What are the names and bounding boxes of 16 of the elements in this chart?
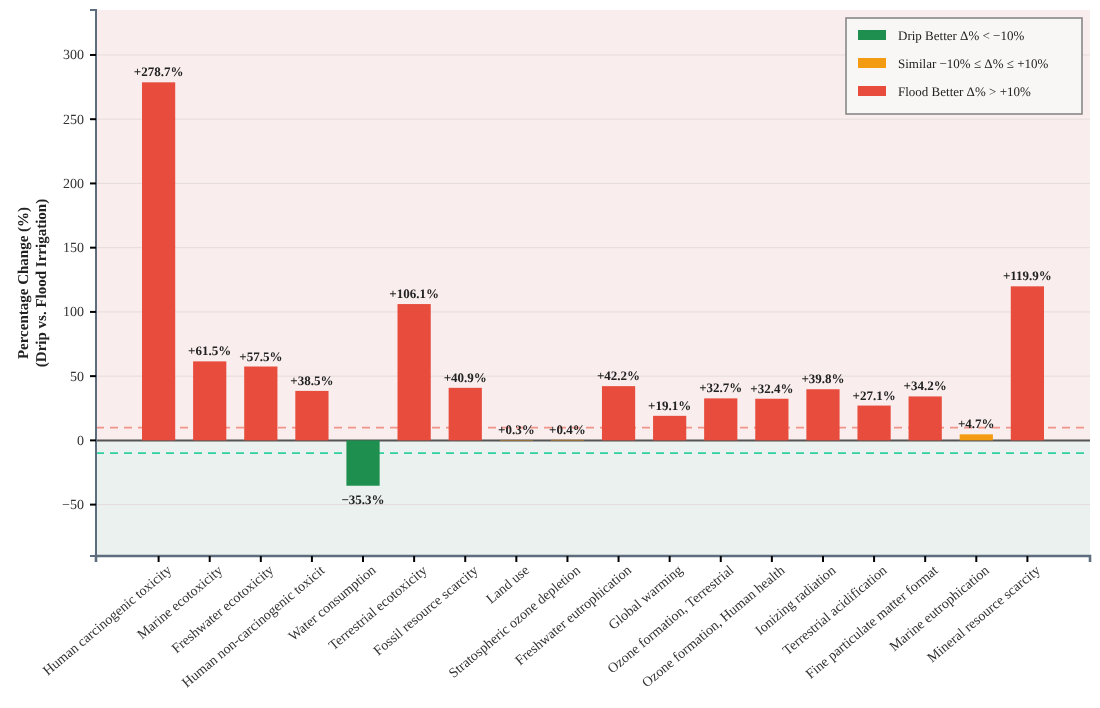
bar (397, 304, 431, 441)
bar (346, 440, 380, 486)
bar (908, 396, 942, 441)
bar (806, 389, 840, 441)
bar (601, 386, 636, 441)
bar (653, 415, 687, 441)
bar (244, 366, 278, 441)
bar (448, 387, 482, 441)
bar (704, 398, 738, 441)
bar (193, 361, 227, 441)
bar (1010, 286, 1044, 441)
bar (295, 390, 329, 441)
bar (755, 398, 789, 441)
bar (857, 405, 891, 441)
bar (959, 434, 993, 441)
bar (141, 82, 176, 441)
